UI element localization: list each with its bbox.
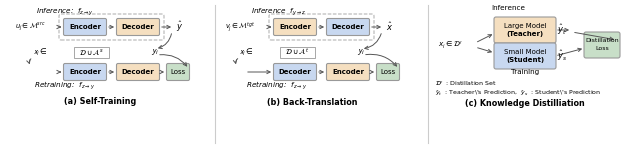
- Text: Small Model: Small Model: [504, 49, 547, 55]
- Text: Decoder: Decoder: [122, 69, 154, 75]
- Text: Encoder: Encoder: [332, 69, 364, 75]
- Text: Encoder: Encoder: [69, 69, 101, 75]
- FancyBboxPatch shape: [63, 63, 106, 81]
- Text: $\mathcal{x}_i \in$: $\mathcal{x}_i \in$: [239, 46, 254, 58]
- FancyBboxPatch shape: [273, 63, 317, 81]
- Bar: [280, 46, 314, 58]
- Text: $u_j \in \mathcal{M}^{src}$: $u_j \in \mathcal{M}^{src}$: [15, 21, 45, 33]
- Text: Retraining:  $f_{z\rightarrow y}$: Retraining: $f_{z\rightarrow y}$: [246, 80, 308, 92]
- Text: Inference: Inference: [491, 5, 525, 11]
- FancyBboxPatch shape: [494, 17, 556, 43]
- Text: (b) Back-Translation: (b) Back-Translation: [267, 98, 357, 107]
- Text: Decoder: Decoder: [332, 24, 364, 30]
- Text: Large Model: Large Model: [504, 23, 547, 29]
- Text: (Student): (Student): [506, 57, 544, 63]
- Text: Retraining:  $f_{z\rightarrow y}$: Retraining: $f_{z\rightarrow y}$: [35, 80, 95, 92]
- Text: $\hat{x}$: $\hat{x}$: [386, 21, 393, 33]
- FancyBboxPatch shape: [494, 43, 556, 69]
- Text: $\hat{y}_s$: $\hat{y}_s$: [557, 49, 567, 63]
- Text: $\mathcal{y}_i$: $\mathcal{y}_i$: [151, 47, 159, 57]
- Text: Decoder: Decoder: [122, 24, 154, 30]
- Text: Encoder: Encoder: [279, 24, 311, 30]
- Text: $\hat{y}_t$  : Teacher\'s Prediction,  $\hat{y}_s$  : Student\'s Prediction: $\hat{y}_t$ : Teacher\'s Prediction, $\h…: [435, 88, 601, 98]
- FancyBboxPatch shape: [116, 63, 159, 81]
- Text: Inference  $f_{y\rightarrow z}$: Inference $f_{y\rightarrow z}$: [252, 6, 307, 18]
- Text: $\mathcal{D} \cup \mathcal{A}^s$: $\mathcal{D} \cup \mathcal{A}^s$: [79, 47, 103, 57]
- FancyBboxPatch shape: [63, 18, 106, 36]
- Text: Loss: Loss: [595, 46, 609, 52]
- FancyBboxPatch shape: [116, 18, 159, 36]
- Text: Training: Training: [511, 69, 539, 75]
- Text: Distillation: Distillation: [585, 38, 619, 44]
- Text: Loss: Loss: [170, 69, 186, 75]
- FancyBboxPatch shape: [273, 18, 317, 36]
- Text: (Teacher): (Teacher): [506, 31, 543, 37]
- Text: $\hat{y}$: $\hat{y}$: [176, 20, 183, 34]
- Bar: [74, 46, 109, 58]
- Text: (c) Knowledge Distilliation: (c) Knowledge Distilliation: [465, 99, 585, 108]
- FancyBboxPatch shape: [326, 18, 369, 36]
- FancyBboxPatch shape: [584, 32, 620, 58]
- Text: $\mathcal{y}_i$: $\mathcal{y}_i$: [357, 47, 365, 57]
- Text: Loss: Loss: [380, 69, 396, 75]
- Text: Inference:  $f_{z\rightarrow y}$: Inference: $f_{z\rightarrow y}$: [36, 6, 94, 18]
- Text: $\mathcal{D} \cup \mathcal{A}^t$: $\mathcal{D} \cup \mathcal{A}^t$: [285, 47, 309, 57]
- FancyBboxPatch shape: [166, 63, 189, 81]
- Text: $\hat{y}_t$: $\hat{y}_t$: [557, 23, 567, 37]
- Text: $\mathcal{x}_i \in$: $\mathcal{x}_i \in$: [33, 46, 48, 58]
- Text: Encoder: Encoder: [69, 24, 101, 30]
- Text: $v_j \in \mathcal{M}^{tgt}$: $v_j \in \mathcal{M}^{tgt}$: [225, 20, 255, 34]
- Text: (a) Self-Training: (a) Self-Training: [64, 98, 136, 107]
- Text: $\mathcal{D}'$  : Distillation Set: $\mathcal{D}'$ : Distillation Set: [435, 80, 497, 89]
- Text: $x_i \in \mathcal{D}'$: $x_i \in \mathcal{D}'$: [438, 39, 463, 51]
- FancyBboxPatch shape: [326, 63, 369, 81]
- FancyBboxPatch shape: [376, 63, 399, 81]
- Text: Decoder: Decoder: [278, 69, 312, 75]
